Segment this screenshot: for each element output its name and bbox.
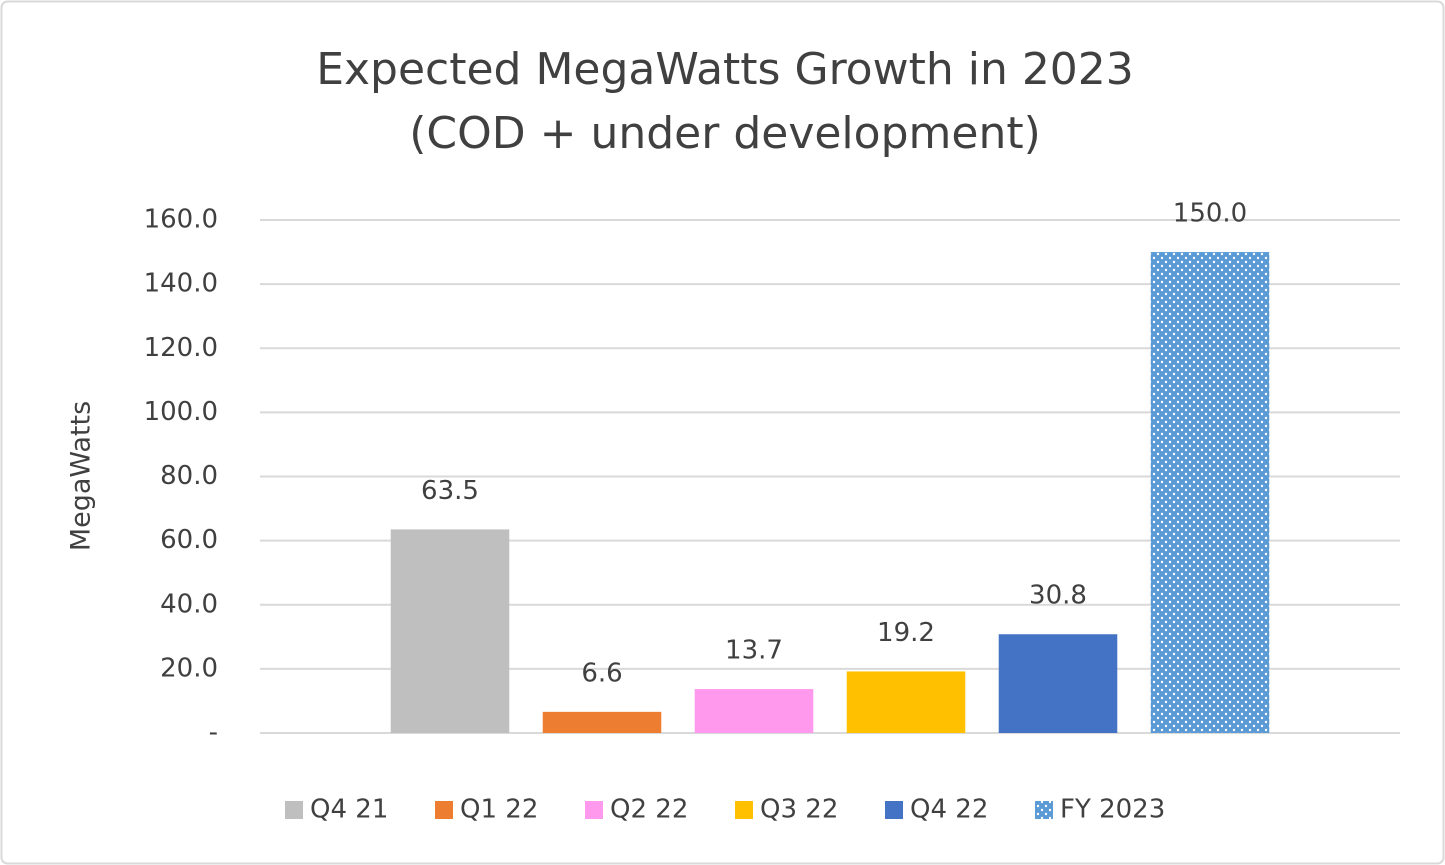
bar [998, 634, 1118, 733]
y-tick-label: 40.0 [160, 589, 218, 619]
chart-title: Expected MegaWatts Growth in 2023 [316, 44, 1134, 95]
bar [542, 711, 662, 733]
data-label: 30.8 [1029, 581, 1087, 611]
legend-swatch [285, 801, 303, 819]
bar [846, 671, 966, 733]
legend-label: Q4 21 [310, 795, 388, 825]
y-tick-label: 20.0 [160, 653, 218, 683]
y-axis-label: MegaWatts [66, 401, 97, 551]
legend-label: FY 2023 [1060, 795, 1165, 825]
y-tick-label: 60.0 [160, 525, 218, 555]
y-tick-label: 80.0 [160, 461, 218, 491]
y-tick-label: 100.0 [144, 397, 218, 427]
legend-swatch [885, 801, 903, 819]
data-label: 19.2 [877, 618, 935, 648]
legend-swatch [435, 801, 453, 819]
legend-label: Q3 22 [760, 795, 838, 825]
bar [1150, 252, 1270, 733]
legend-swatch [585, 801, 603, 819]
y-tick-label: 120.0 [144, 333, 218, 363]
legend-swatch [735, 801, 753, 819]
legend-label: Q4 22 [910, 795, 988, 825]
legend-label: Q1 22 [460, 795, 538, 825]
data-label: 6.6 [581, 658, 622, 688]
bar [694, 689, 814, 733]
data-label: 150.0 [1173, 199, 1247, 229]
data-label: 13.7 [725, 636, 783, 666]
y-tick-label: - [209, 718, 218, 748]
data-label: 63.5 [421, 476, 479, 506]
y-tick-label: 160.0 [144, 205, 218, 235]
legend-swatch [1035, 801, 1053, 819]
y-tick-label: 140.0 [144, 269, 218, 299]
bar [390, 529, 510, 733]
legend-label: Q2 22 [610, 795, 688, 825]
chart-title: (COD + under development) [409, 108, 1041, 159]
